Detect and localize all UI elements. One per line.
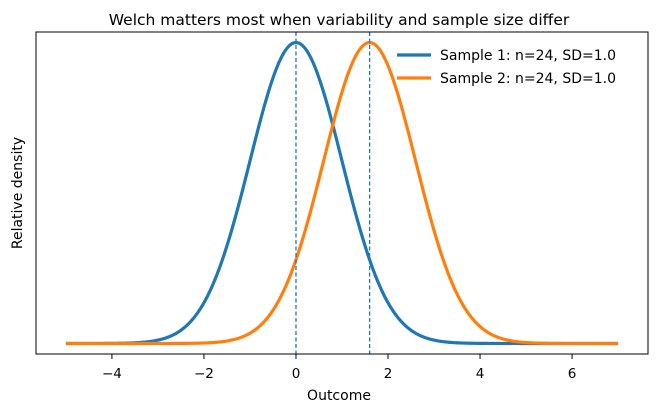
- x-tick-label: −4: [102, 366, 122, 382]
- x-tick-label: 6: [568, 366, 577, 382]
- chart-title: Welch matters most when variability and …: [109, 11, 570, 29]
- series-layer: [65, 40, 619, 346]
- legend-label-2: Sample 2: n=24, SD=1.0: [440, 71, 616, 87]
- x-tick-label: 4: [476, 366, 485, 382]
- plot-frame: [35, 31, 649, 355]
- legend-label-1: Sample 1: n=24, SD=1.0: [440, 48, 616, 64]
- series-line-2: [65, 40, 619, 346]
- legend: Sample 1: n=24, SD=1.0 Sample 2: n=24, SD…: [397, 48, 616, 87]
- x-tick-label: 0: [292, 366, 301, 382]
- y-axis-label: Relative density: [10, 137, 26, 249]
- x-axis-ticks: −4 −2 0 2 4 6: [102, 354, 576, 382]
- x-tick-label: −2: [194, 366, 214, 382]
- x-axis-label: Outcome: [307, 388, 371, 404]
- x-tick-label: 2: [384, 366, 393, 382]
- reference-lines: [295, 32, 371, 354]
